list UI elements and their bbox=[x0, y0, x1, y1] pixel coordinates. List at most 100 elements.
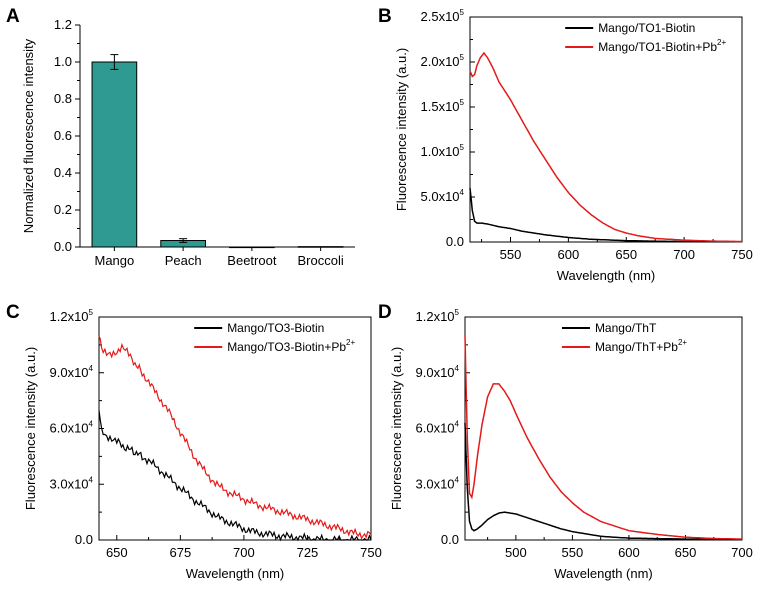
y-tick-label-base: 9.0x10 bbox=[416, 365, 455, 380]
x-tick-label: 650 bbox=[615, 247, 637, 262]
y-tick-label-base: 2.0x10 bbox=[421, 54, 460, 69]
panel-label: C bbox=[6, 302, 20, 323]
y-tick-label-base: 9.0x10 bbox=[50, 365, 89, 380]
y-tick-label-base: 5.0x10 bbox=[421, 189, 460, 204]
y-tick-label-exp: 5 bbox=[89, 308, 94, 317]
legend-label-text: Mango/TO3-Biotin bbox=[227, 321, 324, 335]
y-tick-label: 1.0x105 bbox=[421, 143, 465, 159]
legend-label: Mango/ThT+Pb2+ bbox=[595, 338, 687, 354]
x-axis-label: Wavelength (nm) bbox=[186, 566, 285, 581]
x-tick-label: 700 bbox=[731, 545, 753, 560]
panel-label: B bbox=[378, 6, 392, 27]
y-tick-label-base: 3.0x10 bbox=[50, 476, 89, 491]
y-tick-label-exp: 5 bbox=[460, 53, 465, 62]
x-tick-label: 700 bbox=[233, 545, 255, 560]
x-tick-label: 650 bbox=[106, 545, 128, 560]
y-tick-label-exp: 4 bbox=[455, 364, 460, 373]
y-tick-label-exp: 4 bbox=[89, 475, 94, 484]
x-tick-label: Broccoli bbox=[298, 253, 344, 268]
y-tick-label: 1.2 bbox=[54, 17, 72, 32]
series-line-control bbox=[464, 422, 742, 541]
x-tick-label: 500 bbox=[505, 545, 527, 560]
y-tick-label: 0.6 bbox=[54, 128, 72, 143]
x-tick-label: 600 bbox=[558, 247, 580, 262]
y-tick-label-exp: 5 bbox=[455, 308, 460, 317]
y-axis-label: Fluorescence intensity (a.u.) bbox=[389, 347, 404, 510]
legend-label-sup: 2+ bbox=[717, 38, 726, 47]
x-tick-label: 750 bbox=[360, 545, 382, 560]
y-tick-label-base: 3.0x10 bbox=[416, 476, 455, 491]
y-tick-label-base: 6.0x10 bbox=[50, 421, 89, 436]
legend-label: Mango/TO1-Biotin bbox=[598, 21, 695, 35]
y-tick-label: 1.2x105 bbox=[416, 308, 460, 324]
x-tick-label: 675 bbox=[169, 545, 191, 560]
y-tick-label: 6.0x104 bbox=[416, 420, 460, 436]
series-line-control bbox=[469, 187, 742, 243]
x-tick-label: 550 bbox=[562, 545, 584, 560]
y-tick-label: 3.0x104 bbox=[416, 475, 460, 491]
panel-label: D bbox=[378, 302, 392, 323]
y-tick-label-exp: 4 bbox=[455, 475, 460, 484]
series-line-pb bbox=[98, 335, 372, 540]
y-tick-label: 1.2x105 bbox=[50, 308, 94, 324]
panel-b: B0.05.0x1041.0x1051.5x1052.0x1052.5x1055… bbox=[378, 6, 753, 283]
y-tick-label-exp: 4 bbox=[89, 364, 94, 373]
y-tick-label: 1.5x105 bbox=[421, 98, 465, 114]
y-tick-label: 0.8 bbox=[54, 91, 72, 106]
legend-label-sup: 2+ bbox=[678, 338, 687, 347]
y-tick-label: 5.0x104 bbox=[421, 188, 465, 204]
panel-label: A bbox=[6, 6, 20, 27]
x-tick-label: Mango bbox=[95, 253, 135, 268]
y-tick-label: 3.0x104 bbox=[50, 475, 94, 491]
y-tick-label-exp: 4 bbox=[460, 188, 465, 197]
series-line-pb bbox=[464, 335, 743, 540]
y-tick-label-base: 0.0 bbox=[441, 532, 459, 547]
y-tick-label-exp: 5 bbox=[460, 8, 465, 17]
y-tick-label-base: 1.5x10 bbox=[421, 99, 460, 114]
legend-label: Mango/ThT bbox=[595, 321, 657, 335]
x-tick-label: Beetroot bbox=[227, 253, 277, 268]
y-tick-label: 0.0 bbox=[54, 239, 72, 254]
legend-label: Mango/TO3-Biotin+Pb2+ bbox=[227, 338, 355, 354]
y-tick-label: 6.0x104 bbox=[50, 420, 94, 436]
y-tick-label-exp: 5 bbox=[460, 143, 465, 152]
y-tick-label: 0.0 bbox=[441, 532, 459, 547]
y-tick-label-base: 0.0 bbox=[446, 234, 464, 249]
y-tick-label-exp: 4 bbox=[89, 420, 94, 429]
legend-label: Mango/TO3-Biotin bbox=[227, 321, 324, 335]
y-tick-label-base: 0.0 bbox=[75, 532, 93, 547]
y-tick-label-exp: 4 bbox=[455, 420, 460, 429]
legend-label-text: Mango/ThT bbox=[595, 321, 657, 335]
y-tick-label: 0.2 bbox=[54, 202, 72, 217]
y-tick-label: 0.0 bbox=[446, 234, 464, 249]
x-tick-label: 725 bbox=[297, 545, 319, 560]
y-axis-label: Normalized fluorescence intensity bbox=[21, 38, 36, 233]
y-tick-label: 0.4 bbox=[54, 165, 72, 180]
panel-a: A 0.0 0.2 0.4 0.6 0.8 1.0 1.2 Mango Peach Beetroot… bbox=[6, 6, 355, 268]
y-tick-label-exp: 5 bbox=[460, 98, 465, 107]
y-tick-label-base: 1.0x10 bbox=[421, 144, 460, 159]
x-axis-label: Wavelength (nm) bbox=[557, 268, 656, 283]
legend-label: Mango/TO1-Biotin+Pb2+ bbox=[598, 38, 726, 54]
y-tick-label: 9.0x104 bbox=[50, 364, 94, 380]
legend-label-text: Mango/TO1-Biotin bbox=[598, 21, 695, 35]
legend-label-text: Mango/TO3-Biotin+Pb bbox=[227, 340, 346, 354]
legend-label-sup: 2+ bbox=[346, 338, 355, 347]
y-tick-label: 0.0 bbox=[75, 532, 93, 547]
y-axis-label: Fluorescence intensity (a.u.) bbox=[23, 347, 38, 510]
x-tick-label: 550 bbox=[500, 247, 522, 262]
y-tick-label-base: 1.2x10 bbox=[50, 309, 89, 324]
y-tick-label: 1.0 bbox=[54, 54, 72, 69]
y-tick-label-base: 2.5x10 bbox=[421, 9, 460, 24]
bar-mango bbox=[91, 61, 138, 248]
y-tick-label: 9.0x104 bbox=[416, 364, 460, 380]
x-tick-label: Peach bbox=[165, 253, 202, 268]
y-tick-label-base: 6.0x10 bbox=[416, 421, 455, 436]
series-line-pb bbox=[469, 51, 743, 243]
y-tick-label-base: 1.2x10 bbox=[416, 309, 455, 324]
x-tick-label: 600 bbox=[618, 545, 640, 560]
x-tick-label: 650 bbox=[675, 545, 697, 560]
